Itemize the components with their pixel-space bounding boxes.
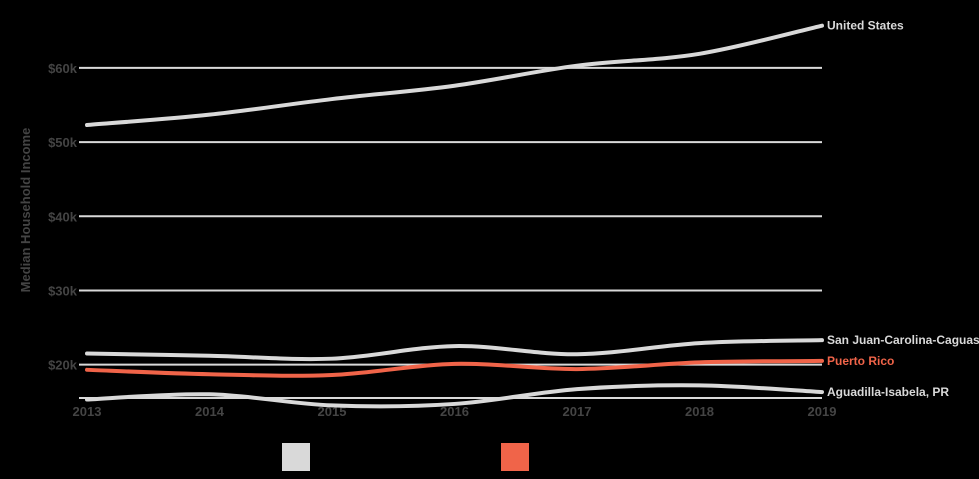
series-labels: United States San Juan-Carolina-Caguas, P… xyxy=(827,19,979,399)
x-tick-label: 2015 xyxy=(318,404,347,419)
series-line xyxy=(85,383,824,409)
y-axis-title: Median Household Income xyxy=(18,128,33,293)
legend-swatch xyxy=(501,443,529,471)
series-line xyxy=(85,338,824,362)
legend xyxy=(282,443,529,471)
y-tick-label: $30k xyxy=(48,283,78,298)
grid-lines xyxy=(79,66,822,399)
x-tick-label: 2018 xyxy=(685,404,714,419)
series-line xyxy=(85,23,824,128)
x-axis-ticks: 2013 2014 2015 2016 2017 2018 2019 xyxy=(73,404,837,419)
y-axis-ticks: $20k $30k $40k $50k $60k xyxy=(48,61,78,373)
series-label: Aguadilla-Isabela, PR xyxy=(827,385,949,399)
x-tick-label: 2019 xyxy=(808,404,837,419)
y-tick-label: $60k xyxy=(48,61,78,76)
series-lines xyxy=(85,23,824,409)
series-label: San Juan-Carolina-Caguas, PR xyxy=(827,333,979,347)
x-tick-label: 2017 xyxy=(563,404,592,419)
series-line xyxy=(85,358,824,378)
y-tick-label: $20k xyxy=(48,358,78,373)
x-tick-label: 2014 xyxy=(195,404,225,419)
x-tick-label: 2013 xyxy=(73,404,102,419)
series-label: Puerto Rico xyxy=(827,354,894,368)
series-label: United States xyxy=(827,19,904,33)
legend-swatch xyxy=(282,443,310,471)
y-tick-label: $40k xyxy=(48,209,78,224)
y-tick-label: $50k xyxy=(48,135,78,150)
x-tick-label: 2016 xyxy=(440,404,469,419)
